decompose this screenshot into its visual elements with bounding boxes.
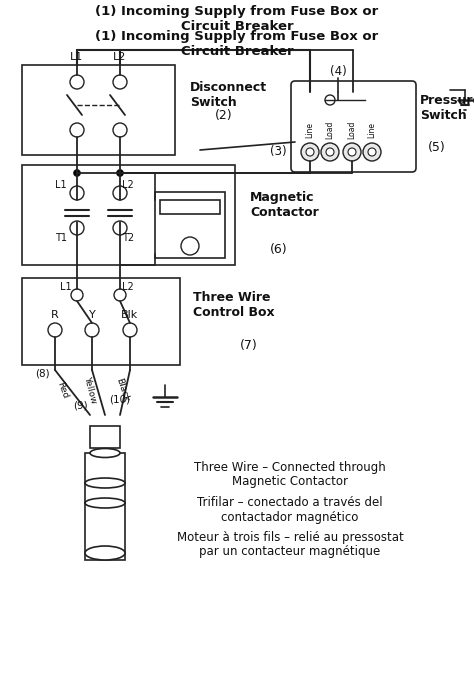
Text: Disconnect
Switch: Disconnect Switch [190,81,267,109]
Circle shape [326,148,334,156]
Text: par un contacteur magnétique: par un contacteur magnétique [200,546,381,559]
Bar [160,200,220,214]
Bar [22,65,175,155]
Circle shape [70,123,84,137]
Circle shape [70,221,84,235]
Text: (10): (10) [109,395,130,405]
Circle shape [70,75,84,89]
Circle shape [306,148,314,156]
Ellipse shape [85,498,125,508]
Text: (3): (3) [270,145,287,158]
Text: (2): (2) [215,108,233,122]
Circle shape [325,95,335,105]
Circle shape [321,143,339,161]
Text: L1: L1 [70,52,83,62]
Ellipse shape [85,546,125,560]
Circle shape [114,289,126,301]
Circle shape [85,323,99,337]
Text: contactador magnético: contactador magnético [221,511,359,523]
Text: Three Wire – Connected through: Three Wire – Connected through [194,461,386,475]
Text: L2: L2 [113,52,127,62]
Circle shape [48,323,62,337]
Circle shape [113,123,127,137]
Bar [90,426,120,448]
Circle shape [368,148,376,156]
Circle shape [73,170,81,177]
Text: T1: T1 [55,233,67,243]
Circle shape [348,148,356,156]
Text: Pressure
Switch: Pressure Switch [420,94,474,122]
Circle shape [71,289,83,301]
Text: (7): (7) [240,338,258,352]
Bar [22,165,235,265]
Text: (1) Incoming Supply from Fuse Box or
Circuit Breaker: (1) Incoming Supply from Fuse Box or Cir… [95,30,379,58]
Circle shape [117,170,124,177]
Text: (5): (5) [428,142,446,154]
Circle shape [113,75,127,89]
Circle shape [181,237,199,255]
FancyBboxPatch shape [291,81,416,172]
Bar [85,503,125,560]
Text: Y: Y [89,310,95,320]
Text: Black: Black [114,377,130,403]
Text: L2: L2 [122,180,134,190]
Circle shape [70,186,84,200]
Text: Three Wire
Control Box: Three Wire Control Box [193,291,274,319]
Text: Load: Load [347,121,356,139]
Bar [85,453,125,503]
Text: Trifilar – conectado a través del: Trifilar – conectado a través del [197,496,383,509]
Text: (1) Incoming Supply from Fuse Box or
Circuit Breaker: (1) Incoming Supply from Fuse Box or Cir… [95,5,379,33]
Text: Line: Line [367,122,376,138]
Circle shape [363,143,381,161]
Text: Moteur à trois fils – relié au pressostat: Moteur à trois fils – relié au pressosta… [177,532,403,544]
Text: Load: Load [326,121,335,139]
Bar [22,278,180,365]
Circle shape [113,186,127,200]
Circle shape [343,143,361,161]
Text: L1: L1 [55,180,67,190]
Text: (4): (4) [329,65,346,79]
Text: R: R [51,310,59,320]
Bar [155,192,225,258]
Text: Magnetic
Contactor: Magnetic Contactor [250,191,319,219]
Text: Blk: Blk [121,310,138,320]
Circle shape [113,221,127,235]
Text: L1: L1 [60,282,72,292]
Text: (6): (6) [270,243,288,256]
Text: Magnetic Contactor: Magnetic Contactor [232,475,348,489]
Text: L2: L2 [122,282,134,292]
Circle shape [301,143,319,161]
Text: Red: Red [55,380,69,400]
Ellipse shape [90,448,120,457]
Text: Line: Line [306,122,315,138]
Text: (8): (8) [35,368,49,378]
Text: (9): (9) [73,400,87,410]
Text: T2: T2 [122,233,134,243]
Ellipse shape [85,478,125,488]
Circle shape [123,323,137,337]
Text: Yellow: Yellow [82,375,98,404]
